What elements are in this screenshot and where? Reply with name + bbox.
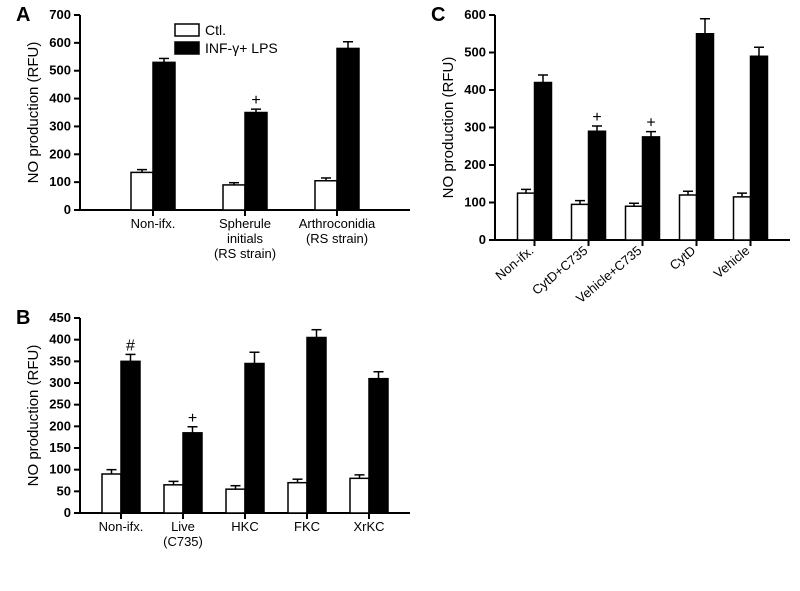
svg-text:400: 400 xyxy=(464,82,486,97)
svg-text:300: 300 xyxy=(464,120,486,135)
panelC-svg: 0100200300400500600Non-ifx.+CytD+C735+Ve… xyxy=(0,0,800,591)
svg-text:Vehicle: Vehicle xyxy=(711,243,753,281)
svg-text:+: + xyxy=(592,109,601,126)
svg-text:500: 500 xyxy=(464,45,486,60)
svg-text:C: C xyxy=(431,4,445,26)
svg-text:0: 0 xyxy=(479,232,486,247)
svg-text:+: + xyxy=(646,115,655,132)
svg-text:100: 100 xyxy=(464,195,486,210)
svg-text:NO production (RFU): NO production (RFU) xyxy=(440,57,457,199)
svg-text:200: 200 xyxy=(464,157,486,172)
svg-text:CytD: CytD xyxy=(667,243,699,273)
svg-text:600: 600 xyxy=(464,7,486,22)
figure-root: 0100200300400500600700Non-ifx.+Spherulei… xyxy=(0,0,800,591)
svg-text:Non-ifx.: Non-ifx. xyxy=(492,243,536,283)
